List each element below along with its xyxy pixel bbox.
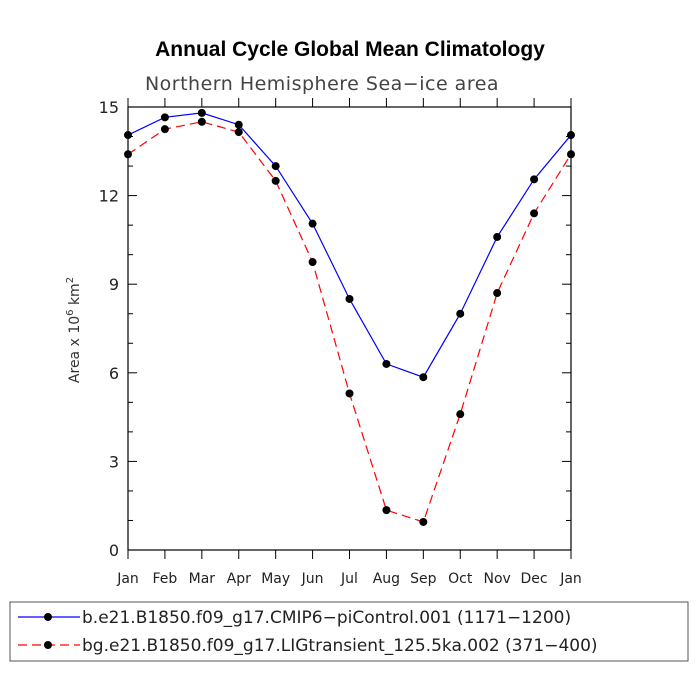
- x-tick-label: Mar: [189, 571, 216, 587]
- chart-title: Annual Cycle Global Mean Climatology: [155, 38, 545, 61]
- series-2-point: [382, 506, 391, 515]
- series-1-point: [124, 131, 132, 140]
- y-tick-label: 9: [109, 275, 119, 294]
- x-tick-label: Apr: [227, 571, 251, 587]
- x-tick-label: May: [261, 571, 290, 587]
- y-axis-label-unit-exponent: 2: [65, 277, 76, 283]
- series-1-point: [567, 131, 575, 140]
- series-2-point: [197, 117, 206, 126]
- x-tick-label: Aug: [373, 571, 400, 587]
- y-axis-label-exponent: 6: [65, 309, 76, 315]
- series-1-point: [419, 373, 428, 382]
- series-1-line: [127, 112, 572, 378]
- series-2-point: [271, 176, 280, 185]
- x-tick-label: Jul: [340, 571, 358, 587]
- series-2-point: [419, 517, 428, 526]
- series-2-point: [345, 389, 354, 398]
- legend-swatch-marker-1: [44, 613, 52, 621]
- x-tick-label: Jun: [301, 571, 324, 587]
- series-2-point: [160, 125, 169, 134]
- series-2-point: [530, 209, 539, 218]
- y-axis-label-unit: km: [67, 283, 83, 309]
- series-2-point: [124, 150, 132, 159]
- x-tick-label: Jan: [559, 571, 582, 587]
- series-1-point: [160, 113, 169, 122]
- series-2-point: [493, 289, 502, 298]
- y-tick-label: 0: [109, 541, 119, 560]
- series-2-point: [456, 410, 465, 419]
- legend-label-1: b.e21.B1850.f09_g17.CMIP6−piControl.001 …: [82, 608, 571, 628]
- series-2-point: [567, 150, 575, 159]
- plot-area: [124, 108, 575, 526]
- series-1-point: [493, 232, 502, 241]
- x-tick-label: Oct: [448, 571, 473, 587]
- y-tick-label: 3: [109, 452, 119, 471]
- y-tick-label: 6: [109, 364, 119, 383]
- y-axis-label-main: Area x 10: [67, 316, 83, 383]
- series-1-point: [456, 309, 465, 318]
- series-1-point: [530, 175, 539, 184]
- legend-box: [9, 601, 689, 662]
- x-tick-label: Nov: [484, 571, 511, 587]
- series-1-point: [197, 108, 206, 117]
- legend: b.e21.B1850.f09_g17.CMIP6−piControl.001 …: [9, 601, 689, 662]
- legend-swatch-marker-2: [44, 641, 52, 649]
- series-1-point: [308, 219, 317, 228]
- series-1-point: [234, 120, 243, 129]
- x-tick-label: Jan: [116, 571, 139, 587]
- series-2-point: [234, 128, 243, 137]
- series-1-point: [271, 162, 280, 171]
- series-1-point: [345, 294, 354, 303]
- series-1-point: [382, 359, 391, 368]
- chart-subtitle: Northern Hemisphere Sea−ice area: [145, 73, 499, 95]
- axes: 0 3 6 9 12 15 Jan Feb Mar Apr May Jun Jul Aug Sep Oct No…: [99, 98, 582, 587]
- x-tick-label: Dec: [521, 571, 548, 587]
- x-tick-label: Feb: [153, 571, 178, 587]
- x-tick-label: Sep: [410, 571, 437, 587]
- svg-text:Area x 106 km2: Area x 106 km2: [65, 277, 83, 383]
- plot-frame: [127, 106, 572, 551]
- legend-label-2: bg.e21.B1850.f09_g17.LIGtransient_125.5k…: [82, 636, 598, 656]
- series-2-point: [308, 258, 317, 267]
- y-axis-label: Area x 106 km2: [65, 277, 83, 383]
- y-tick-label: 12: [99, 187, 119, 206]
- series-2-line: [127, 121, 572, 523]
- y-tick-label: 15: [99, 98, 119, 117]
